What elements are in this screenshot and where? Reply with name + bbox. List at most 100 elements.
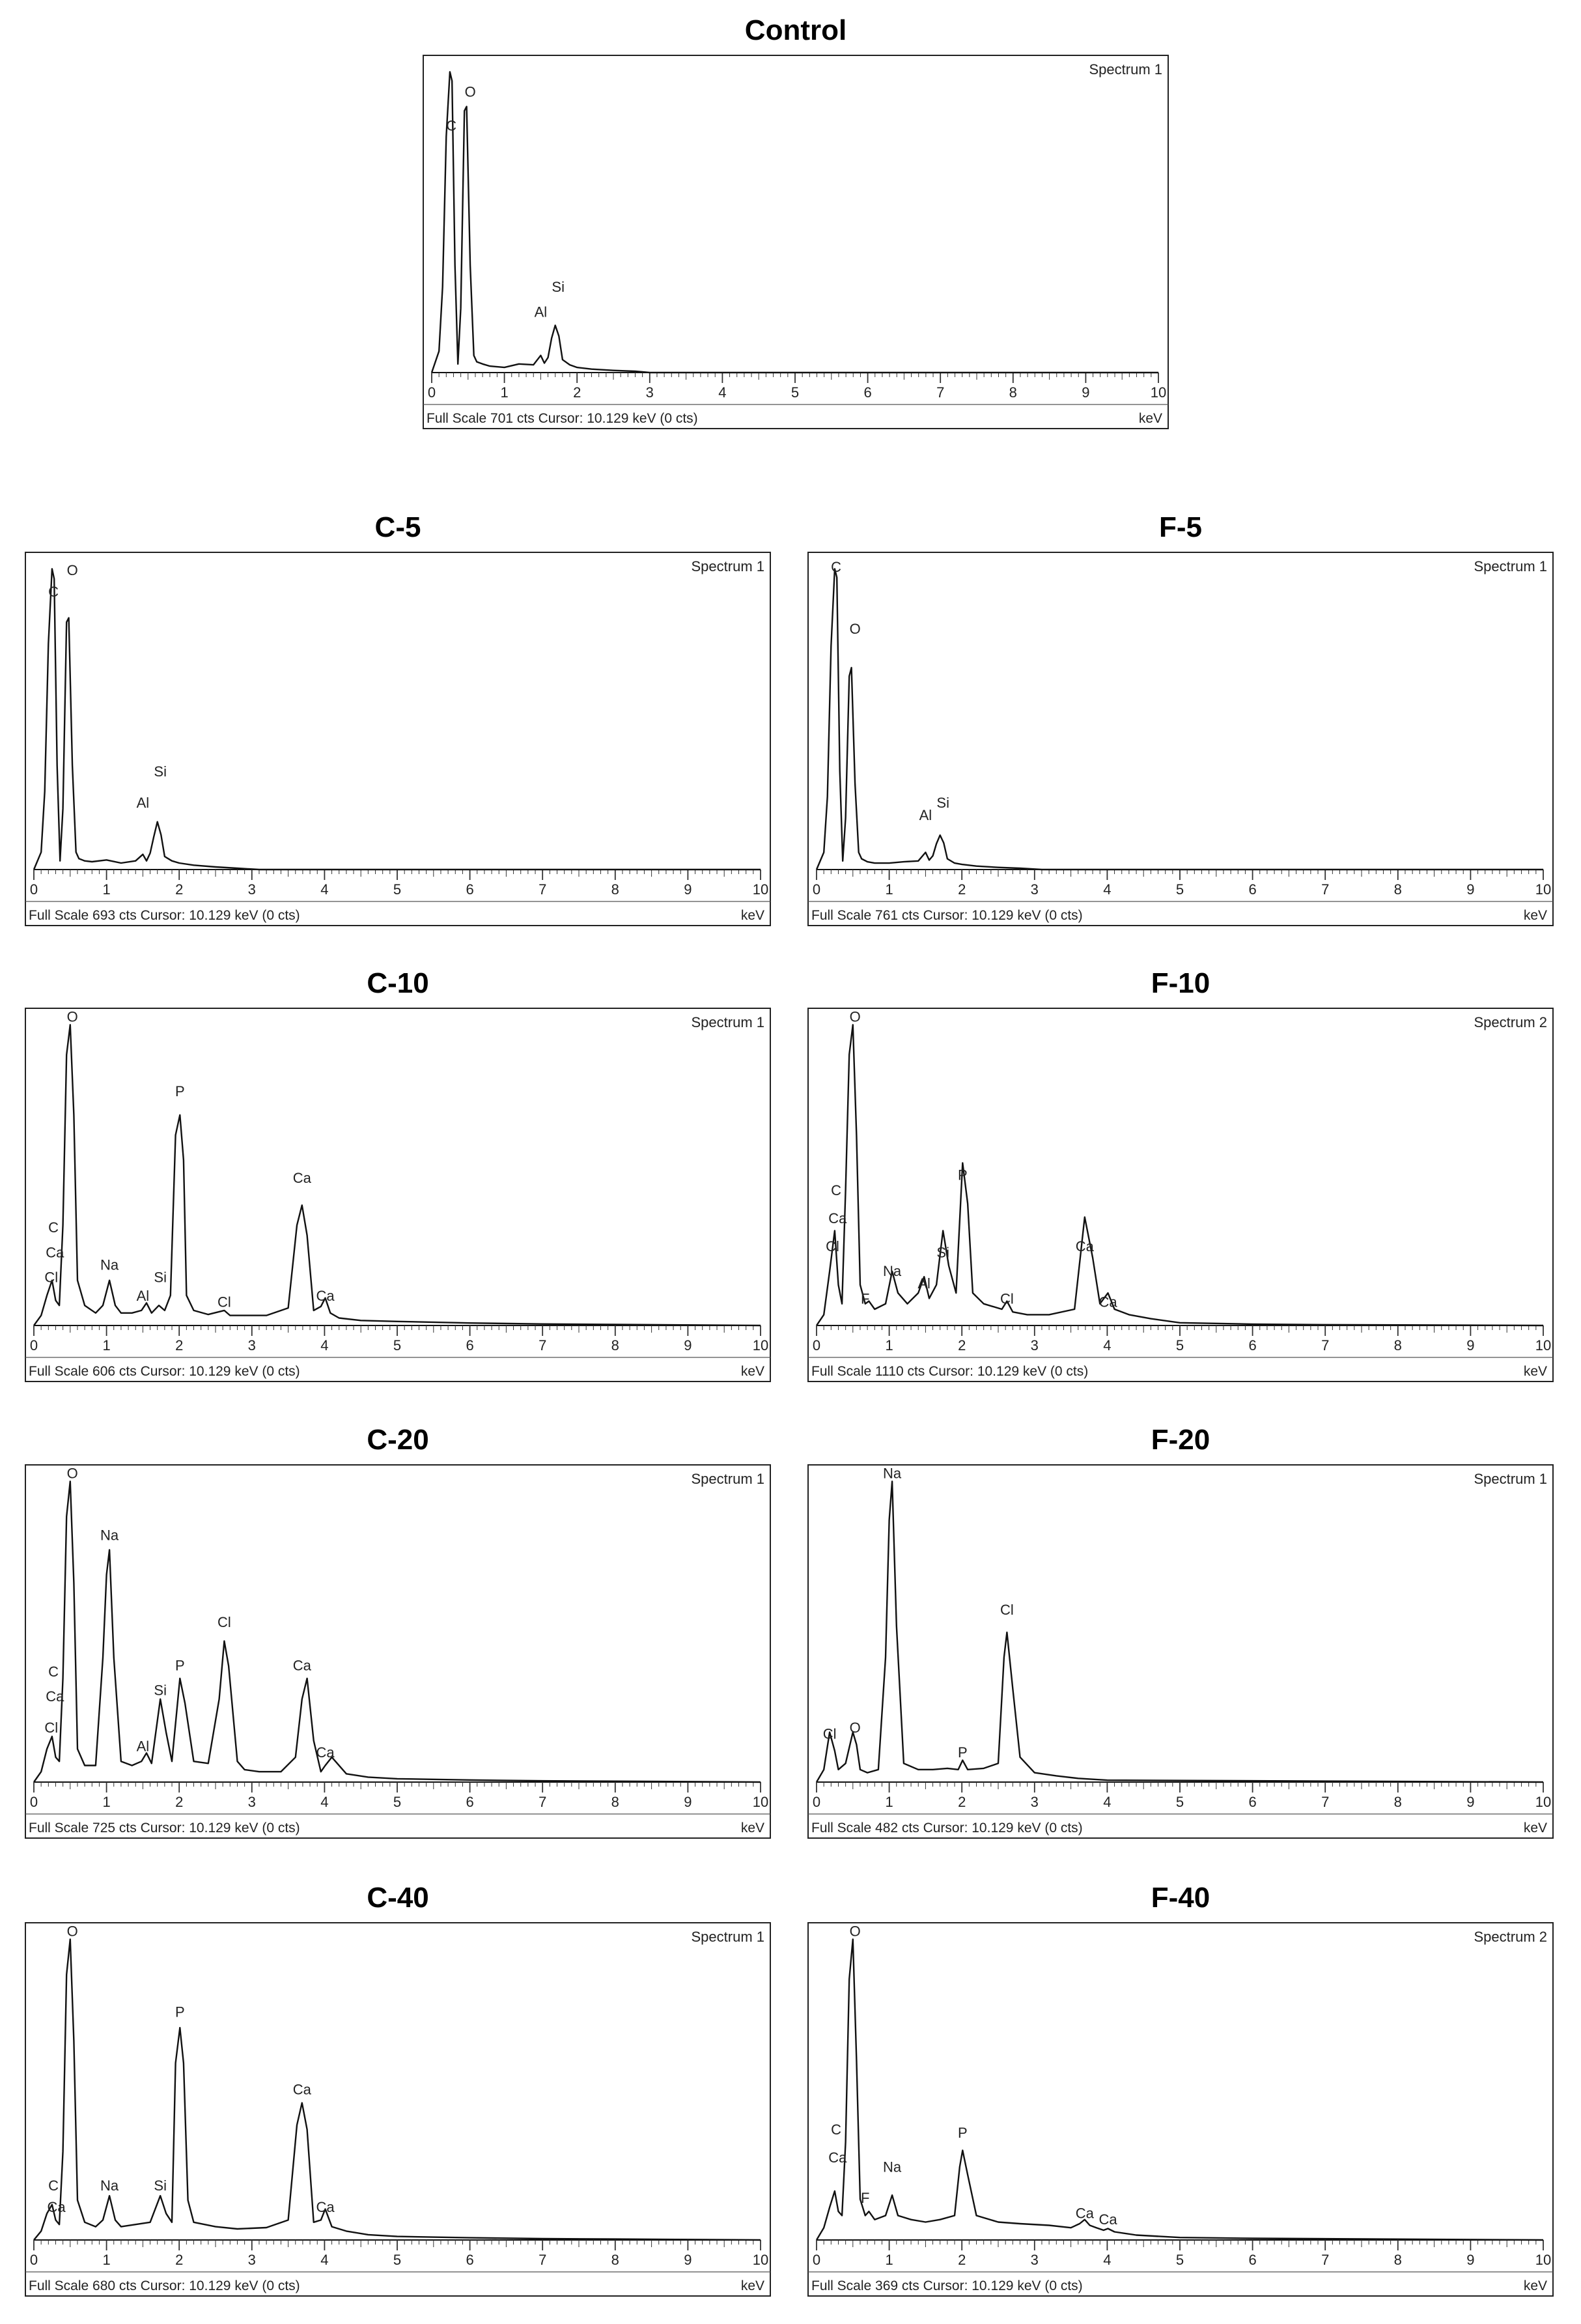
peak-label: Si [936,795,949,811]
peak-label: Ca [293,1170,312,1186]
peak-label: Na [883,2159,902,2175]
chart-title: F-20 [1151,1424,1210,1456]
x-axis-unit: keV [1524,1364,1547,1379]
x-tick-label: 0 [428,384,436,401]
peak-label: P [175,2004,185,2020]
chart-title: C-5 [374,511,421,543]
peak-label: C [48,1664,59,1680]
x-tick-label: 5 [791,384,799,401]
chart-title: C-20 [367,1424,429,1456]
x-tick-label: 4 [1103,881,1111,898]
peak-label: Ca [316,2199,335,2215]
x-tick-label: 5 [1176,881,1184,898]
peak-label: Cl [44,1720,58,1736]
spectrum-panel: Spectrum 2 0 1 2 3 4 5 6 7 8 9 10 Full Scale 369 cts… [807,1922,1554,2297]
peak-label: Si [154,1682,167,1699]
x-tick-label: 2 [175,1794,183,1810]
peak-label: Ca [1098,1294,1117,1310]
footer-text: Full Scale 761 cts Cursor: 10.129 keV (0… [811,908,1083,923]
x-tick-label: 4 [320,881,328,898]
spectrum-trace [33,1938,761,2241]
panel-frame [423,55,1169,429]
peak-label: Ca [828,1210,847,1226]
chart-title: Control [744,14,847,46]
x-tick-label: 10 [753,881,768,898]
peak-label: F [861,2190,869,2206]
x-tick-label: 3 [248,2252,256,2268]
x-tick-label: 7 [539,881,546,898]
x-tick-label: 3 [1031,2252,1039,2268]
peak-label: O [67,1466,78,1482]
x-tick-label: 5 [393,881,401,898]
x-tick-label: 5 [1176,2252,1184,2268]
footer-text: Full Scale 725 cts Cursor: 10.129 keV (0… [29,1821,300,1835]
peak-label: C [831,1182,841,1198]
peak-label: P [958,2125,968,2141]
x-tick-label: 9 [684,881,692,898]
peak-label: Al [137,1288,150,1304]
peak-label: Ca [293,2081,312,2097]
x-tick-label: 2 [175,2252,183,2268]
x-tick-label: 3 [248,1337,256,1353]
peak-label: Na [100,2177,119,2194]
x-tick-label: 5 [393,2252,401,2268]
x-tick-label: 0 [813,2252,820,2268]
x-tick-label: 10 [753,1337,768,1353]
x-tick-label: 3 [1031,1337,1039,1353]
footer-text: Full Scale 606 cts Cursor: 10.129 keV (0… [29,1364,300,1379]
spectrum-panel: Spectrum 1 0 1 2 3 4 5 6 7 8 9 10 Full Scale 761 cts… [807,552,1554,926]
spectrum-panel: Spectrum 1 0 1 2 3 4 5 6 7 8 9 10 Full Scale 701 cts… [423,55,1169,429]
x-axis-unit: keV [1139,411,1162,426]
spectrum-panel: Spectrum 1 0 1 2 3 4 5 6 7 8 9 10 Full Scale 725 cts… [25,1464,771,1839]
x-tick-label: 1 [885,881,893,898]
peak-label: Cl [44,1269,58,1285]
peak-label: P [175,1083,185,1099]
peak-label: P [175,1658,185,1674]
x-tick-label: 7 [539,1337,546,1353]
x-tick-label: 9 [1466,1337,1474,1353]
x-tick-label: 0 [30,1794,38,1810]
x-tick-label: 8 [1394,881,1402,898]
peak-label: O [850,1720,861,1736]
x-tick-label: 8 [1394,1337,1402,1353]
spectrum-trace [815,1938,1544,2241]
peak-label: Ca [1076,1238,1095,1254]
x-tick-label: 3 [248,1794,256,1810]
x-tick-label: 8 [611,2252,619,2268]
peak-label: O [67,1009,78,1025]
x-tick-label: 9 [684,1794,692,1810]
x-tick-label: 1 [102,1337,110,1353]
x-tick-label: 6 [1248,1337,1256,1353]
x-tick-label: 9 [1466,881,1474,898]
peak-label: Si [154,763,167,780]
panel-frame [25,552,771,926]
x-axis-unit: keV [1524,2278,1547,2293]
x-tick-label: 0 [30,1337,38,1353]
spectrum-panel: Spectrum 1 0 1 2 3 4 5 6 7 8 9 10 Full Scale 693 cts… [25,552,771,926]
x-tick-label: 6 [466,1794,473,1810]
x-tick-label: 7 [1321,881,1329,898]
x-tick-label: 5 [1176,1337,1184,1353]
x-tick-label: 7 [539,1794,546,1810]
x-tick-label: 4 [320,2252,328,2268]
x-tick-label: 8 [611,881,619,898]
peak-label: O [850,1009,861,1025]
peak-label: Na [883,1466,902,1482]
x-tick-label: 6 [863,384,871,401]
x-tick-label: 0 [813,1337,820,1353]
x-tick-label: 9 [1466,1794,1474,1810]
peak-label: O [465,83,476,100]
x-tick-label: 9 [684,2252,692,2268]
spectrum-panel: Spectrum 1 0 1 2 3 4 5 6 7 8 9 10 Full Scale 606 cts… [25,1008,771,1382]
x-tick-label: 10 [1535,1337,1551,1353]
spectrum-panel: Spectrum 1 0 1 2 3 4 5 6 7 8 9 10 Full Scale 482 cts… [807,1464,1554,1839]
spectrum-trace [815,1481,1544,1783]
peak-label: Si [552,279,565,295]
spectrum-label: Spectrum 2 [1474,1014,1548,1030]
x-tick-label: 7 [1321,2252,1329,2268]
x-tick-label: 6 [466,1337,473,1353]
panel-frame [807,1922,1554,2297]
panel-frame [807,1008,1554,1382]
peak-label: Al [535,304,548,320]
